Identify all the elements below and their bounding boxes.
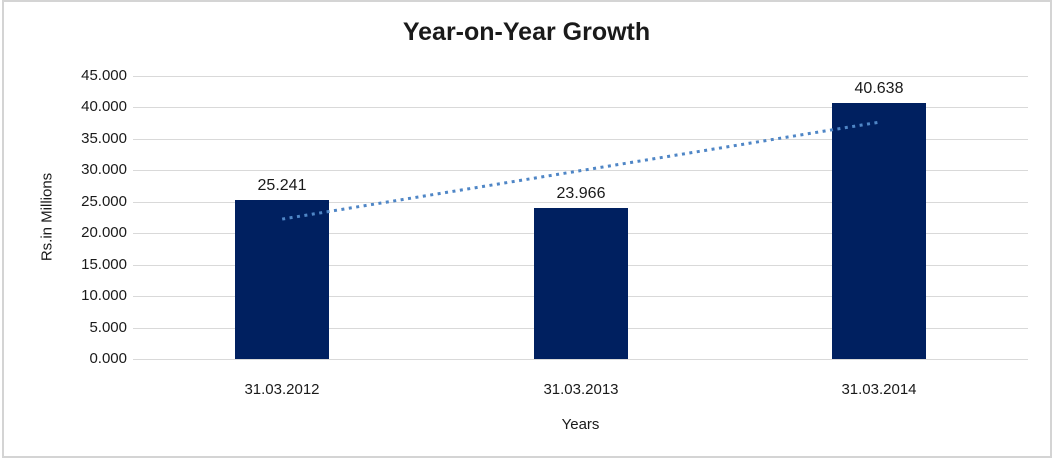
bar-data-label: 25.241 <box>257 177 307 194</box>
y-axis-tick-label: 20.000 <box>81 224 127 241</box>
y-axis-tick-label: 30.000 <box>81 161 127 178</box>
y-axis-tick-label: 25.000 <box>81 193 127 210</box>
x-axis-tick-label: 31.03.2014 <box>841 381 917 398</box>
bar-data-label: 23.966 <box>556 185 606 202</box>
gridline <box>133 359 1028 360</box>
y-axis-tick-label: 5.000 <box>89 319 127 336</box>
bar-data-label: 40.638 <box>854 80 904 97</box>
y-axis-tick-label: 0.000 <box>89 350 127 367</box>
gridline <box>133 76 1028 77</box>
gridline <box>133 107 1028 108</box>
x-axis-tick-label: 31.03.2012 <box>244 381 320 398</box>
x-axis-title: Years <box>561 416 600 433</box>
y-axis-tick-label: 15.000 <box>81 256 127 273</box>
bar-31.03.2012 <box>235 200 329 359</box>
y-axis-tick-label: 10.000 <box>81 287 127 304</box>
bar-31.03.2014 <box>832 103 926 359</box>
chart-title: Year-on-Year Growth <box>402 18 651 46</box>
plot-area: 25.241 23.966 40.638 <box>133 76 1028 360</box>
y-axis-tick-label: 35.000 <box>81 130 127 147</box>
y-axis-title: Rs.in Millions <box>38 172 56 262</box>
bar-31.03.2013 <box>534 208 628 359</box>
x-axis-tick-label: 31.03.2013 <box>543 381 619 398</box>
y-axis-tick-label: 45.000 <box>81 67 127 84</box>
y-axis-tick-label: 40.000 <box>81 98 127 115</box>
